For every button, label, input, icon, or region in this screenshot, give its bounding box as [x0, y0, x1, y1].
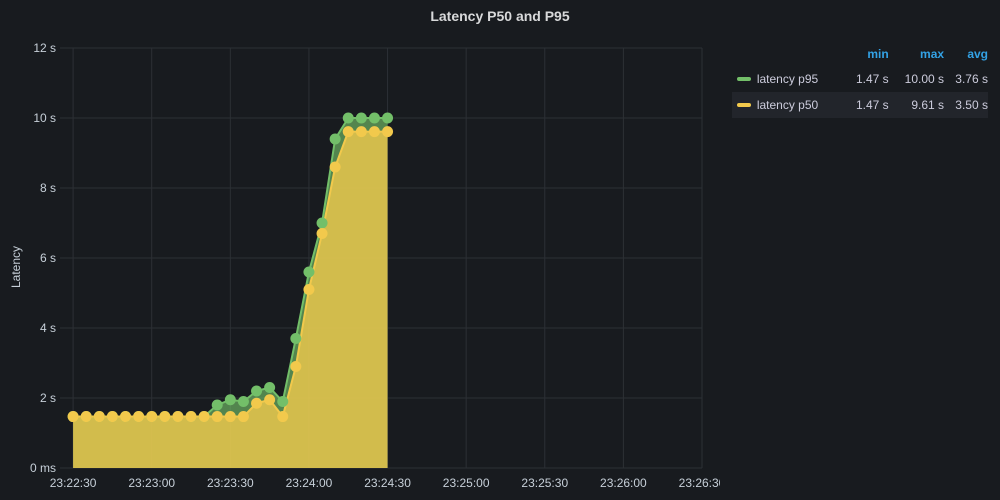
point-p95	[368, 112, 380, 124]
legend-header-max[interactable]: max	[920, 47, 945, 61]
point-p95	[342, 112, 354, 124]
point-p95	[224, 394, 236, 406]
point-p50	[329, 161, 341, 173]
legend-avg: 3.76 s	[955, 72, 988, 86]
point-p50	[185, 411, 197, 423]
point-p50	[133, 411, 145, 423]
y-tick-label: 12 s	[33, 41, 56, 55]
point-p95	[251, 385, 263, 397]
y-axis-title: Latency	[9, 246, 23, 288]
x-axis-ticks: 23:22:30 23:23:00 23:23:30 23:24:00 23:24:30…	[50, 476, 720, 490]
point-p50	[224, 411, 236, 423]
point-p50	[211, 411, 223, 423]
legend-header: min max avg	[732, 42, 988, 66]
point-p50	[106, 411, 118, 423]
area-p50	[73, 131, 388, 468]
point-p50	[277, 411, 289, 423]
point-p50	[303, 284, 315, 295]
latency-chart: 0 ms 2 s 4 s 6 s 8 s 10 s 12 s 23:22:30 23:23:0…	[9, 41, 720, 490]
point-p50	[264, 394, 276, 406]
x-tick-label: 23:25:00	[443, 476, 490, 490]
point-p95	[237, 396, 249, 407]
point-p50	[316, 228, 328, 239]
point-p95	[264, 382, 276, 393]
legend-max: 9.61 s	[911, 98, 945, 112]
legend-item-p50[interactable]: latency p50 1.47 s 9.61 s 3.50 s	[732, 92, 988, 118]
legend-swatch-p95	[737, 77, 752, 81]
y-tick-label: 4 s	[40, 321, 56, 335]
point-p50	[93, 411, 105, 423]
point-p95	[303, 266, 315, 278]
legend-item-p95[interactable]: latency p95 1.47 s 10.00 s 3.76 s	[732, 66, 988, 92]
legend-min: 1.47 s	[855, 98, 889, 112]
x-tick-label: 23:26:30	[679, 476, 720, 490]
legend-header-avg[interactable]: avg	[967, 47, 988, 61]
series-points	[67, 112, 394, 423]
point-p95	[355, 112, 367, 124]
point-p50	[67, 411, 79, 423]
legend-label[interactable]: latency p95	[756, 72, 819, 86]
y-tick-label: 8 s	[40, 181, 56, 195]
point-p50	[146, 411, 158, 423]
x-tick-label: 23:26:00	[600, 476, 647, 490]
point-p50	[80, 411, 92, 423]
legend-avg: 3.50 s	[955, 98, 988, 112]
x-tick-label: 23:22:30	[50, 476, 97, 490]
point-p50	[251, 397, 263, 409]
legend-min: 1.47 s	[855, 72, 889, 86]
point-p95	[382, 112, 394, 124]
point-p95	[211, 399, 223, 411]
point-p50	[198, 411, 210, 423]
point-p50	[368, 126, 380, 138]
y-tick-label: 2 s	[40, 391, 56, 405]
point-p50	[382, 126, 394, 138]
y-tick-label: 0 ms	[30, 461, 56, 475]
point-p50	[237, 411, 249, 423]
point-p50	[342, 126, 354, 138]
legend-label[interactable]: latency p50	[756, 98, 819, 112]
legend-max: 10.00 s	[904, 72, 945, 86]
legend-swatch-p50	[737, 103, 752, 107]
legend: min max avg latency p95 1.47 s 10.00 s 3…	[732, 42, 988, 118]
panel-title: Latency P50 and P95	[430, 8, 570, 24]
x-tick-label: 23:23:30	[207, 476, 254, 490]
point-p50	[120, 411, 132, 423]
point-p50	[290, 361, 302, 372]
point-p50	[355, 126, 367, 138]
point-p50	[159, 411, 171, 423]
point-p95	[316, 217, 328, 229]
y-axis-ticks: 0 ms 2 s 4 s 6 s 8 s 10 s 12 s	[30, 41, 56, 475]
point-p95	[290, 333, 302, 344]
x-tick-label: 23:23:00	[128, 476, 175, 490]
y-tick-label: 6 s	[40, 251, 56, 265]
x-tick-label: 23:25:30	[521, 476, 568, 490]
y-tick-label: 10 s	[33, 111, 56, 125]
legend-header-min[interactable]: min	[867, 47, 889, 61]
point-p95	[277, 396, 289, 407]
point-p50	[172, 411, 184, 423]
x-tick-label: 23:24:30	[364, 476, 411, 490]
x-tick-label: 23:24:00	[286, 476, 333, 490]
point-p95	[329, 133, 341, 145]
